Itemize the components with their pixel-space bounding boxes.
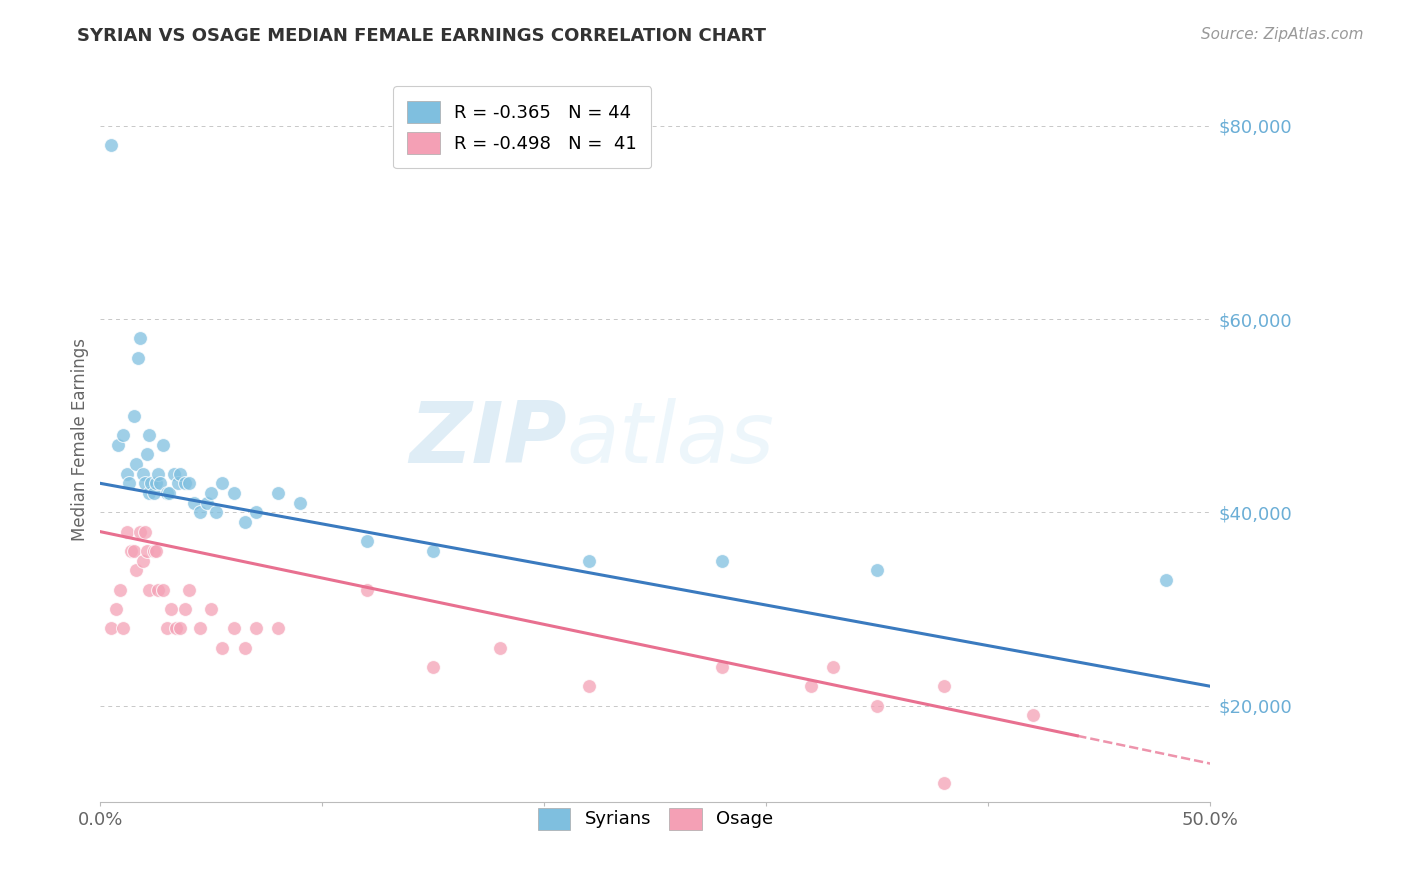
- Point: [932, 679, 955, 693]
- Point: [160, 602, 183, 616]
- Text: Source: ZipAtlas.com: Source: ZipAtlas.com: [1201, 27, 1364, 42]
- Point: [141, 476, 163, 491]
- Point: [195, 496, 218, 510]
- Point: [188, 621, 211, 635]
- Point: [157, 486, 180, 500]
- Point: [179, 476, 201, 491]
- Point: [167, 476, 190, 491]
- Point: [156, 486, 179, 500]
- Point: [127, 351, 149, 365]
- Point: [100, 621, 122, 635]
- Point: [179, 582, 201, 597]
- Point: [169, 621, 191, 635]
- Point: [169, 467, 191, 481]
- Point: [821, 660, 844, 674]
- Point: [267, 486, 290, 500]
- Point: [422, 660, 444, 674]
- Point: [152, 582, 174, 597]
- Point: [146, 582, 169, 597]
- Point: [578, 679, 600, 693]
- Y-axis label: Median Female Earnings: Median Female Earnings: [72, 338, 89, 541]
- Point: [233, 640, 256, 655]
- Point: [204, 505, 226, 519]
- Point: [183, 496, 205, 510]
- Point: [222, 621, 245, 635]
- Point: [1022, 708, 1045, 723]
- Text: SYRIAN VS OSAGE MEDIAN FEMALE EARNINGS CORRELATION CHART: SYRIAN VS OSAGE MEDIAN FEMALE EARNINGS C…: [77, 27, 766, 45]
- Point: [489, 640, 512, 655]
- Point: [111, 621, 134, 635]
- Point: [129, 331, 152, 345]
- Point: [211, 640, 233, 655]
- Point: [138, 428, 160, 442]
- Legend: Syrians, Osage: Syrians, Osage: [523, 793, 787, 844]
- Point: [134, 476, 156, 491]
- Point: [138, 486, 160, 500]
- Point: [866, 563, 889, 577]
- Point: [111, 428, 134, 442]
- Point: [422, 544, 444, 558]
- Point: [165, 621, 187, 635]
- Point: [233, 515, 256, 529]
- Point: [107, 438, 129, 452]
- Point: [122, 544, 145, 558]
- Point: [800, 679, 823, 693]
- Point: [222, 486, 245, 500]
- Point: [267, 621, 290, 635]
- Point: [115, 524, 138, 539]
- Point: [211, 476, 233, 491]
- Text: atlas: atlas: [567, 399, 775, 482]
- Point: [356, 534, 378, 549]
- Point: [245, 621, 267, 635]
- Point: [173, 476, 195, 491]
- Point: [145, 476, 167, 491]
- Point: [711, 660, 734, 674]
- Point: [149, 476, 172, 491]
- Point: [173, 602, 195, 616]
- Point: [136, 447, 159, 461]
- Point: [932, 776, 955, 790]
- Point: [1154, 573, 1177, 587]
- Point: [131, 467, 153, 481]
- Point: [125, 457, 148, 471]
- Point: [125, 563, 148, 577]
- Text: ZIP: ZIP: [409, 399, 567, 482]
- Point: [578, 554, 600, 568]
- Point: [115, 467, 138, 481]
- Point: [134, 524, 156, 539]
- Point: [245, 505, 267, 519]
- Point: [152, 438, 174, 452]
- Point: [142, 486, 165, 500]
- Point: [122, 409, 145, 423]
- Point: [145, 544, 167, 558]
- Point: [100, 138, 122, 153]
- Point: [120, 544, 142, 558]
- Point: [118, 476, 141, 491]
- Point: [356, 582, 378, 597]
- Point: [188, 505, 211, 519]
- Point: [162, 467, 184, 481]
- Point: [711, 554, 734, 568]
- Point: [200, 486, 222, 500]
- Point: [131, 554, 153, 568]
- Point: [129, 524, 152, 539]
- Point: [146, 467, 169, 481]
- Point: [156, 621, 179, 635]
- Point: [110, 582, 132, 597]
- Point: [136, 544, 159, 558]
- Point: [200, 602, 222, 616]
- Point: [288, 496, 311, 510]
- Point: [866, 698, 889, 713]
- Point: [104, 602, 127, 616]
- Point: [142, 544, 165, 558]
- Point: [138, 582, 160, 597]
